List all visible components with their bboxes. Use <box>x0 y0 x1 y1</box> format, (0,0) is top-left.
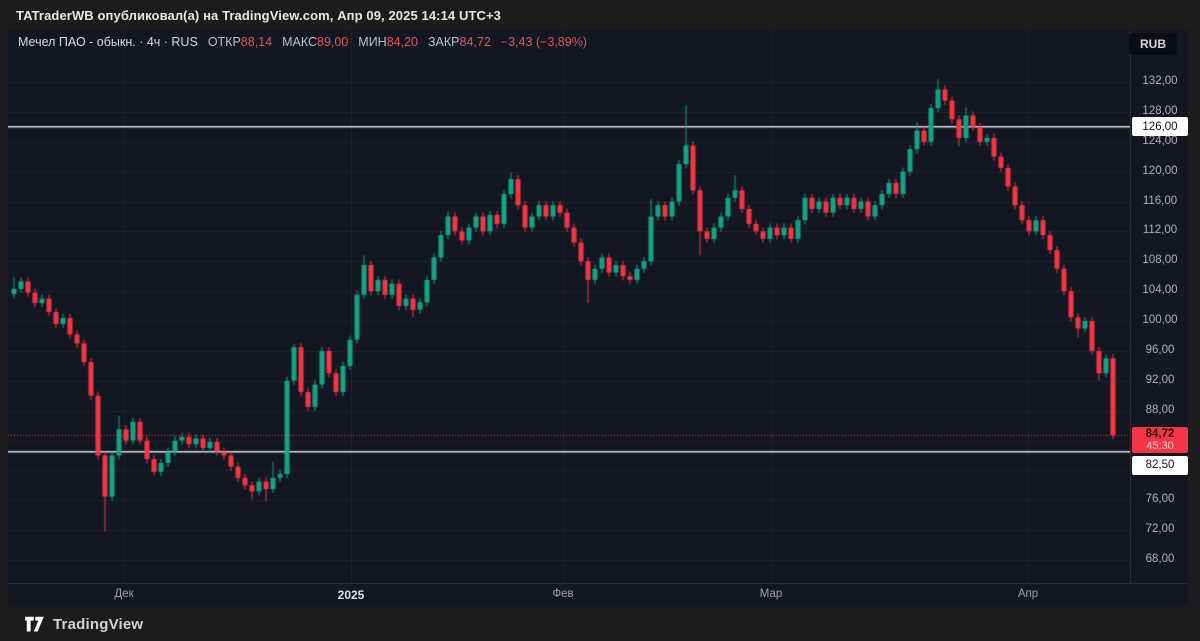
price-tick-label: 72,00 <box>1145 523 1175 536</box>
price-tick-label: 100,00 <box>1142 314 1178 326</box>
price-tick-label: 120,00 <box>1142 164 1178 177</box>
candlestick-chart-canvas[interactable] <box>8 30 1130 583</box>
price-tick-label: 112,00 <box>1142 224 1178 237</box>
price-tick-label: 104,00 <box>1142 284 1178 297</box>
chart-legend: Мечел ПАО - обыкн. · 4ч · RUS ОТКР 88,14 … <box>18 35 587 49</box>
bar-countdown: 45:30 <box>1146 440 1174 453</box>
time-axis-label: 2025 <box>337 588 365 602</box>
tradingview-brand[interactable]: TradingView <box>53 615 144 633</box>
high-label: МАКС <box>282 35 317 49</box>
change-value: −3,43 (−3,89%) <box>500 35 587 49</box>
time-axis-label: Апр <box>1017 588 1039 600</box>
time-axis-label: Фев <box>552 588 574 600</box>
price-tick-label: 96,00 <box>1145 343 1175 356</box>
price-tick-label: 116,00 <box>1142 194 1178 207</box>
price-line-label-126: 126,00 <box>1132 117 1188 137</box>
footer: TradingView <box>24 611 143 637</box>
price-tick-label: 124,00 <box>1142 134 1178 147</box>
high-value: 89,00 <box>317 35 349 49</box>
price-line-label-8250-text: 82,50 <box>1145 459 1175 472</box>
ohlc-low: МИН 84,20 <box>358 35 418 49</box>
last-price-value: 84,72 <box>1145 427 1175 440</box>
close-label: ЗАКР <box>428 35 460 49</box>
symbol-title[interactable]: Мечел ПАО - обыкн. · 4ч · RUS <box>18 35 198 49</box>
price-axis[interactable]: 132,00 128,00 124,00 120,00 116,00 112,00 108,… <box>1130 30 1189 583</box>
currency-button[interactable]: RUB <box>1129 33 1177 55</box>
chart-window: Мечел ПАО - обыкн. · 4ч · RUS ОТКР 88,14 … <box>8 30 1188 605</box>
ohlc-close: ЗАКР 84,72 <box>428 35 491 49</box>
low-value: 84,20 <box>386 35 418 49</box>
price-tick-label: 88,00 <box>1145 403 1175 416</box>
time-axis-label: Дек <box>114 588 134 600</box>
tradingview-logo-icon[interactable] <box>24 616 45 633</box>
open-value: 88,14 <box>240 35 273 49</box>
price-tick-label: 128,00 <box>1142 104 1178 117</box>
price-tick-label: 76,00 <box>1145 493 1175 506</box>
open-label: ОТКР <box>207 35 241 49</box>
price-tick-label: 108,00 <box>1142 254 1178 267</box>
last-price-label: 84,72 45:30 <box>1132 427 1188 454</box>
time-axis-label: Мар <box>759 588 783 600</box>
attribution-text: TATraderWB опубликовал(а) на TradingView… <box>16 8 501 23</box>
time-axis[interactable]: Дек 2025 Фев Мар Апр <box>8 583 1188 606</box>
ohlc-high: МАКС 89,00 <box>282 35 348 49</box>
price-tick-label: 68,00 <box>1145 553 1175 566</box>
price-line-label-8250: 82,50 <box>1132 455 1188 475</box>
low-label: МИН <box>358 35 387 49</box>
price-tick-label: 92,00 <box>1145 373 1175 386</box>
ohlc-open: ОТКР 88,14 <box>208 35 272 49</box>
close-value: 84,72 <box>459 35 491 49</box>
price-tick-label: 132,00 <box>1142 75 1178 87</box>
price-line-label-126-text: 126,00 <box>1142 120 1178 133</box>
